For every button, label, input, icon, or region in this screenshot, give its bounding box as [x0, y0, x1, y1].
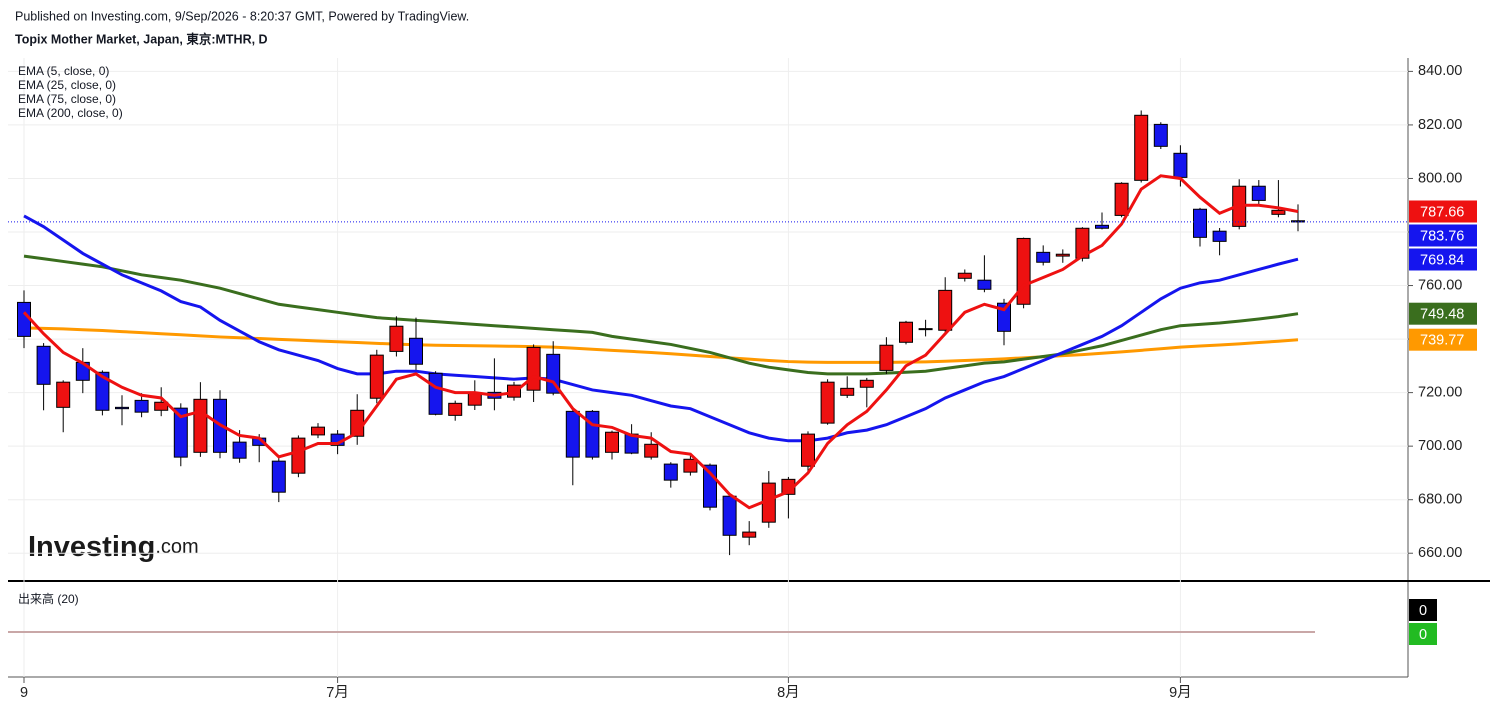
candle-body [154, 401, 169, 411]
y-tick-label: 800.00 [1418, 170, 1462, 186]
volume-ma-label-box [1409, 623, 1437, 645]
candle-body [644, 443, 659, 458]
candle-body [389, 325, 404, 352]
price-label-box [1409, 328, 1477, 351]
candle-body [820, 381, 835, 424]
price-label-box [1409, 302, 1477, 325]
price-label: 783.76 [1420, 228, 1464, 244]
watermark-brand: Investing [28, 531, 155, 563]
legend-entry: EMA (5, close, 0) [18, 64, 109, 78]
candle-body [428, 372, 443, 415]
volume-label: 0 [1419, 603, 1427, 619]
candle-body [1271, 209, 1286, 215]
candle-body [271, 460, 286, 493]
candle-body [467, 392, 482, 406]
candle-body [1251, 185, 1266, 201]
x-tick-label: 8月 [777, 685, 800, 701]
ema-line [23, 214, 1299, 443]
candle-body [448, 402, 463, 416]
candle-body [605, 431, 619, 453]
y-tick-label: 820.00 [1418, 117, 1462, 133]
x-tick-label: 9月 [1169, 685, 1192, 701]
candle-body [36, 345, 51, 385]
candle-body [1173, 152, 1188, 178]
candle-body [938, 289, 953, 331]
price-label-box [1409, 248, 1477, 271]
candle-body [56, 381, 71, 408]
ema-line [22, 174, 1299, 510]
watermark-suffix: .com [155, 536, 198, 558]
price-label: 787.66 [1420, 204, 1464, 220]
candle-body [899, 321, 913, 343]
price-label: 739.77 [1420, 333, 1464, 349]
legend-entry: EMA (200, close, 0) [18, 106, 123, 120]
y-tick-label: 720.00 [1418, 384, 1462, 400]
volume-label-box [1409, 599, 1437, 621]
candle-body [1212, 230, 1227, 242]
candle-body [840, 387, 855, 396]
price-label: 749.48 [1420, 307, 1464, 323]
candle-body [565, 410, 580, 458]
candle-body [879, 344, 894, 371]
candle-body [1095, 224, 1109, 229]
candle-body [1153, 123, 1168, 147]
y-tick-label: 700.00 [1418, 438, 1462, 454]
candle-body [742, 531, 757, 538]
candle-body [526, 346, 541, 391]
legend-entry: EMA (25, close, 0) [18, 78, 116, 92]
candle-body [977, 279, 992, 290]
candle-body [1036, 251, 1051, 263]
ema-line [23, 326, 1299, 364]
y-tick-label: 760.00 [1418, 277, 1462, 293]
candle-body [546, 353, 561, 394]
legend-entry: EMA (75, close, 0) [18, 92, 116, 106]
candle-body [859, 379, 874, 388]
candle-body [1016, 237, 1031, 305]
candle-body [369, 354, 384, 399]
grid [8, 58, 1408, 677]
volume-legend: 出来高 (20) [18, 591, 79, 606]
symbol-title: Topix Mother Market, Japan, 東京:MTHR, D [15, 31, 268, 46]
candle-body [409, 337, 423, 365]
candle-body [1114, 182, 1129, 216]
candle-body [683, 458, 698, 473]
candle-body [173, 407, 188, 458]
candle-body [663, 463, 678, 481]
candle-body [193, 398, 208, 453]
volume-ma-label: 0 [1419, 627, 1427, 643]
price-label-box [1409, 224, 1477, 247]
candle-body [1075, 227, 1090, 259]
candle-body [1193, 208, 1207, 238]
ema-line [23, 254, 1299, 376]
y-tick-label: 840.00 [1418, 63, 1462, 79]
candle-body [1055, 253, 1070, 257]
candle-body [801, 433, 815, 467]
price-label-box [1409, 200, 1477, 223]
candle-body [585, 410, 600, 458]
candle-body [134, 399, 149, 413]
x-tick-label: 9 [20, 685, 28, 701]
candle-body [311, 426, 325, 436]
x-tick-label: 7月 [326, 685, 349, 701]
y-tick-label: 680.00 [1418, 492, 1462, 508]
candle-body [957, 272, 972, 279]
watermark-logo: Investing.com [28, 531, 199, 563]
candle-body [291, 437, 306, 474]
candle-body [918, 328, 933, 331]
y-tick-label: 660.00 [1418, 545, 1462, 561]
published-note: Published on Investing.com, 9/Sep/2026 -… [15, 9, 469, 23]
price-label: 769.84 [1420, 252, 1464, 268]
candle-body [722, 495, 737, 536]
candle-body [95, 371, 110, 411]
candle-body [232, 441, 247, 459]
candle-body [115, 406, 129, 410]
candle-body [1134, 114, 1149, 181]
